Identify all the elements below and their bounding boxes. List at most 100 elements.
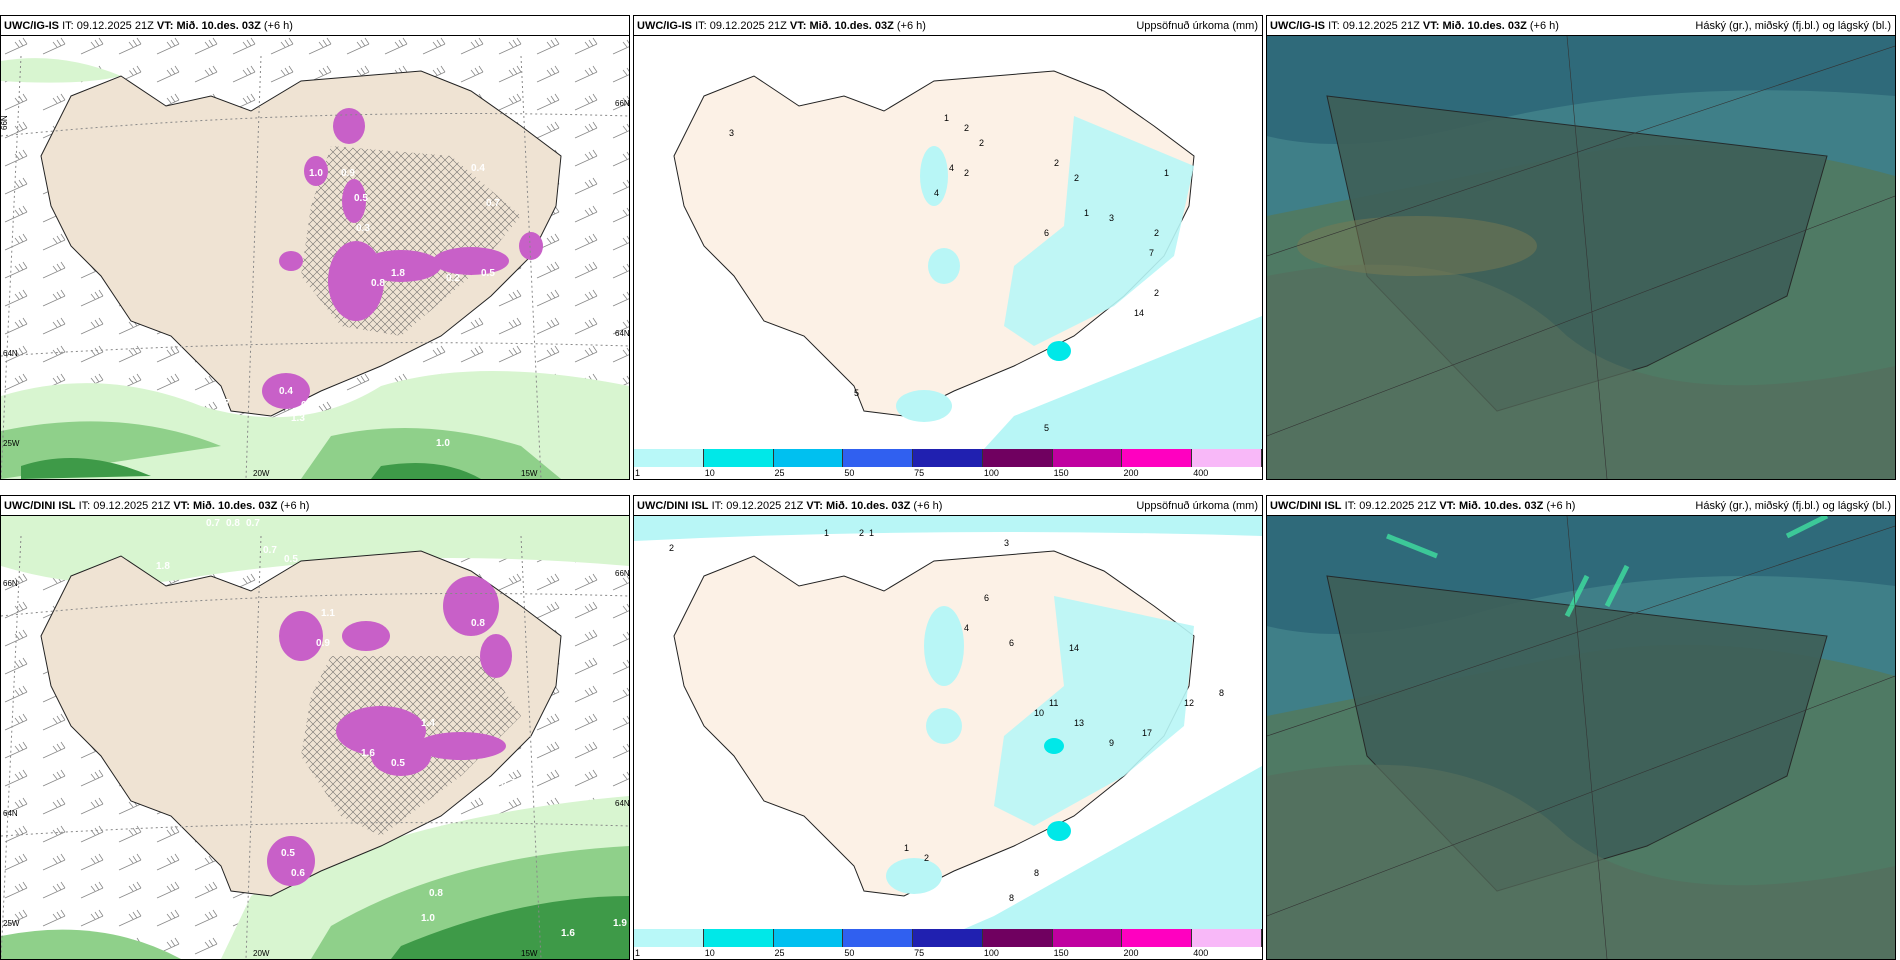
vt-time: Mið. 10.des. 03Z	[1458, 500, 1544, 512]
colorbar-segment	[703, 929, 774, 947]
cloud-title: Háský (gr.), miðský (fj.bl.) og lágský (…	[1695, 20, 1891, 32]
it-time: 09.12.2025 21Z	[1359, 500, 1437, 512]
grid-lat64: 64N	[3, 809, 18, 818]
value-label: 6	[984, 593, 989, 603]
it-label: IT:	[711, 500, 724, 512]
lead-time: (+6 h)	[1529, 20, 1559, 32]
value-label: 0.5	[116, 64, 130, 75]
value-label: 0.7	[486, 198, 500, 209]
grid-lat66: 66N	[1, 115, 9, 130]
value-label: 0.4	[471, 163, 485, 174]
colorbar-segment	[913, 449, 983, 467]
value-label: 5	[854, 388, 859, 398]
value-label: 1.1	[321, 608, 335, 619]
it-time: 09.12.2025 21Z	[93, 500, 171, 512]
vt-label: VT:	[806, 500, 823, 512]
colorbar-segment	[1192, 449, 1262, 467]
value-label: 0.7	[246, 518, 260, 529]
panel-top-middle: UWC/IG-IS IT: 09.12.2025 21Z VT: Mið. 10…	[633, 15, 1263, 480]
cloud-map	[1267, 516, 1895, 959]
map-svg: 66N 66N 64N 64N 25W 20W 15W 0.51.0 0.90.5…	[1, 36, 629, 479]
colorbar-tick: 75	[914, 468, 925, 478]
value-label: 11	[1049, 698, 1058, 708]
grid-lon20: 20W	[253, 949, 270, 958]
value-label: 0.7	[501, 778, 515, 789]
value-label: 2	[964, 168, 969, 178]
value-label: 1.0	[436, 438, 450, 449]
it-label: IT:	[1344, 500, 1357, 512]
colorbar-tick: 400	[1193, 468, 1209, 478]
map-svg	[1267, 516, 1895, 959]
panel-header: UWC/IG-IS IT: 09.12.2025 21Z VT: Mið. 10…	[1267, 16, 1895, 36]
value-label: 0.7	[216, 398, 230, 409]
value-label: 9	[1109, 738, 1114, 748]
value-label: 0.8	[226, 518, 240, 529]
colorbar-segment	[773, 929, 844, 947]
value-label: 0.5	[281, 848, 295, 859]
lead-time: (+6 h)	[913, 500, 943, 512]
value-label: 3	[1004, 538, 1009, 548]
value-label: 10	[1034, 708, 1044, 718]
colorbar-segment	[1052, 929, 1123, 947]
value-label: 1	[1164, 168, 1169, 178]
value-label: 2	[1154, 228, 1159, 238]
colorbar-segment	[1052, 449, 1123, 467]
panel-bottom-left: UWC/DINI ISL IT: 09.12.2025 21Z VT: Mið.…	[0, 495, 630, 960]
precip-map: 3 1 2 2 4 2 4 2 2 1 6 3 2 7 2 14 1 5 5	[634, 36, 1262, 449]
value-label: 2	[979, 138, 984, 148]
colorbar-tick: 1	[635, 468, 641, 478]
wind-precip-map: 66N 66N 64N 64N 25W 20W 15W 0.5 1.0 0.9 0.5…	[1, 36, 629, 479]
value-label: 2	[669, 543, 674, 553]
vt-time: Mið. 10.des. 03Z	[809, 20, 894, 32]
lead-time: (+6 h)	[896, 20, 926, 32]
value-label: 1	[869, 528, 874, 538]
value-label: 1.8	[156, 561, 170, 572]
value-label: 4	[949, 163, 954, 173]
value-label: 0.5	[284, 554, 298, 565]
value-label: 1.3	[291, 413, 305, 424]
wind-precip-map: 66N 66N 64N 64N 25W 20W 15W 0.7 0.8 0.7 1.8…	[1, 516, 629, 959]
grid-lat66-right: 66N	[615, 99, 629, 108]
value-label: 1.9	[613, 918, 627, 929]
grid-lat66: 66N	[3, 579, 18, 588]
cloud-map	[1267, 36, 1895, 479]
grid-lon25: 25W	[3, 439, 20, 448]
colorbar-tick: 10	[704, 468, 715, 478]
colorbar-segment	[913, 929, 983, 947]
panel-header: UWC/IG-IS IT: 09.12.2025 21Z VT: Mið. 10…	[634, 16, 1262, 36]
value-label: 0.8	[371, 278, 385, 289]
colorbar: 1 10 25 50 75 100 150 200 400	[634, 449, 1262, 479]
value-label: 8	[1219, 688, 1224, 698]
vt-label: VT:	[1439, 500, 1456, 512]
value-label: 8	[1034, 868, 1039, 878]
value-labels: 0.7 0.8 0.7 1.8 0.7 0.5 1.1 0.8 1.4 1.6 0.5 0.9 0.5 0…	[156, 518, 627, 939]
value-label: 1	[1084, 208, 1089, 218]
map-svg	[1267, 36, 1895, 479]
value-labels: 0.5 1.0 0.9 0.5 0.3 0.4 0.7 1.8 0.8 0.2 0.5 0.4 0.7 1…	[116, 64, 500, 449]
value-label: 1	[824, 528, 829, 538]
value-label: 2	[964, 123, 969, 133]
value-label: 0.9	[316, 638, 330, 649]
value-label: 1.6	[561, 928, 575, 939]
value-label: 2	[1054, 158, 1059, 168]
colorbar-segment	[634, 449, 704, 467]
map-svg: 66N 66N 64N 64N 25W 20W 15W 0.7 0.8 0.7 1.8…	[1, 516, 629, 959]
iceland-land	[40, 550, 562, 897]
panel-header: UWC/DINI ISL IT: 09.12.2025 21Z VT: Mið.…	[1267, 496, 1895, 516]
value-label: 0.4	[279, 386, 293, 397]
value-label: 14	[1134, 308, 1144, 318]
it-time: 09.12.2025 21Z	[76, 20, 154, 32]
colorbar-segment	[1122, 929, 1193, 947]
value-label: 0.5	[391, 758, 405, 769]
value-label: 5	[1044, 423, 1049, 433]
value-label: 4	[934, 188, 939, 198]
value-label: 2	[1154, 288, 1159, 298]
value-label: 2	[859, 528, 864, 538]
value-label: 0.8	[429, 888, 443, 899]
value-label: 1.0	[421, 913, 435, 924]
it-time: 09.12.2025 21Z	[1342, 20, 1420, 32]
colorbar-tick: 100	[983, 468, 999, 478]
precip-map: 2 1 2 1 3 6 4 6 14 11 10 17 12 8 9 13 1 2 8 8	[634, 516, 1262, 929]
